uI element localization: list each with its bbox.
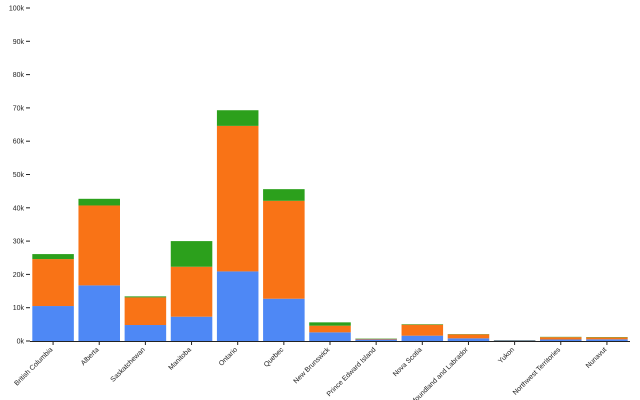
y-tick-label: 80k — [13, 72, 25, 79]
x-category-label: Prince Edward Island — [326, 346, 378, 398]
bar-segment-3 — [124, 296, 167, 298]
bar-segment-2 — [124, 297, 167, 326]
bar-segment-2 — [401, 324, 444, 336]
x-category-label: Manitoba — [168, 346, 193, 371]
x-category-label: Alberta — [80, 346, 101, 367]
bar-segment-2 — [263, 200, 305, 299]
y-tick-label: 100k — [9, 6, 25, 13]
y-tick-label: 20k — [13, 272, 25, 279]
x-category-label: Nunavut — [585, 346, 608, 369]
bar-segment-2 — [586, 337, 628, 340]
y-tick-label: 0k — [17, 339, 25, 346]
bar-segment-2 — [355, 338, 397, 340]
bar-segment-2 — [540, 337, 582, 340]
bar-segment-2 — [78, 205, 120, 286]
bar-segment-3 — [170, 241, 213, 267]
bar-segment-1 — [32, 306, 74, 341]
bar-segment-2 — [309, 325, 351, 333]
y-tick-label: 10k — [13, 305, 25, 312]
bar-segment-3 — [32, 254, 74, 260]
bar-segment-1 — [493, 340, 536, 341]
bar-segment-1 — [586, 339, 628, 341]
bar-segment-1 — [170, 316, 213, 341]
bar-segment-1 — [263, 298, 305, 341]
y-tick-label: 90k — [13, 39, 25, 46]
y-tick-label: 50k — [13, 172, 25, 179]
x-category-label: Saskatchewan — [110, 346, 147, 383]
bar-segment-1 — [124, 325, 167, 341]
bar-segment-2 — [170, 266, 213, 317]
bar-segment-3 — [401, 324, 444, 325]
bar-segment-3 — [263, 189, 305, 201]
y-tick-label: 40k — [13, 205, 25, 212]
x-category-label: British Columbia — [14, 346, 55, 387]
y-tick-label: 30k — [13, 239, 25, 246]
bar-segment-1 — [355, 339, 397, 341]
x-category-label: Ontario — [218, 346, 239, 367]
bar-segment-1 — [447, 338, 490, 341]
bar-segment-2 — [447, 334, 490, 339]
x-category-label: Northwest Territories — [512, 346, 563, 397]
bar-segment-1 — [216, 271, 259, 341]
bar-segment-3 — [309, 322, 351, 326]
bar-segment-1 — [309, 332, 351, 341]
x-axis: British Columbia Alberta Saskatchewan Manit… — [14, 341, 630, 400]
bar-segment-1 — [401, 335, 444, 341]
bar-segment-1 — [540, 339, 582, 341]
bar-segment-1 — [78, 285, 120, 341]
bar-series-group — [32, 110, 628, 341]
bar-segment-3 — [78, 198, 120, 206]
bar-segment-3 — [216, 110, 259, 126]
y-tick-label: 60k — [13, 139, 25, 146]
bar-segment-2 — [32, 259, 74, 307]
x-category-label: New Brunswick — [293, 346, 332, 385]
y-tick-label: 70k — [13, 105, 25, 112]
x-category-label: Nova Scotia — [392, 346, 424, 378]
x-category-label: Quebec — [263, 346, 286, 369]
bar-segment-2 — [216, 125, 259, 272]
x-category-label: Yukon — [497, 346, 516, 365]
y-axis: 0k 10k 20k 30k 40k 50k 60k 70k 80k 90k 100k — [9, 6, 30, 346]
